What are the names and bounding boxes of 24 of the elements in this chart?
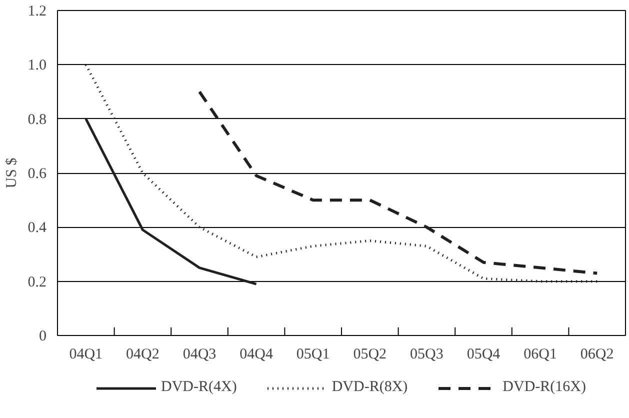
line-series: [84, 63, 598, 283]
legend-label: DVD-R(4X): [161, 379, 237, 396]
x-tick-label: 06Q1: [524, 346, 557, 362]
line-series: [84, 118, 258, 286]
x-tick-label: 04Q1: [69, 346, 103, 362]
legend-label: DVD-R(16X): [502, 379, 586, 396]
y-tick-label: 0.8: [28, 112, 46, 128]
legend-label: DVD-R(8X): [332, 379, 408, 396]
y-tick-label: 0.6: [28, 166, 47, 182]
x-tick-label: 06Q2: [580, 346, 614, 362]
y-tick-label: 1.0: [28, 58, 46, 74]
x-tick-label: 05Q3: [410, 346, 444, 362]
x-tick-label: 04Q4: [240, 346, 274, 362]
x-tick-label: 05Q4: [466, 346, 501, 362]
x-tick-label: 04Q2: [126, 346, 160, 362]
y-tick-label: 0: [39, 328, 46, 344]
line-series: [198, 90, 599, 275]
y-axis-title: US $: [4, 157, 20, 188]
x-tick-label: 05Q2: [353, 346, 387, 362]
x-tick-label: 05Q1: [296, 346, 330, 362]
x-tick-label: 04Q3: [182, 346, 216, 362]
y-tick-label: 1.2: [28, 4, 46, 20]
y-tick-label: 0.4: [28, 220, 47, 236]
y-tick-label: 0.2: [28, 274, 46, 290]
